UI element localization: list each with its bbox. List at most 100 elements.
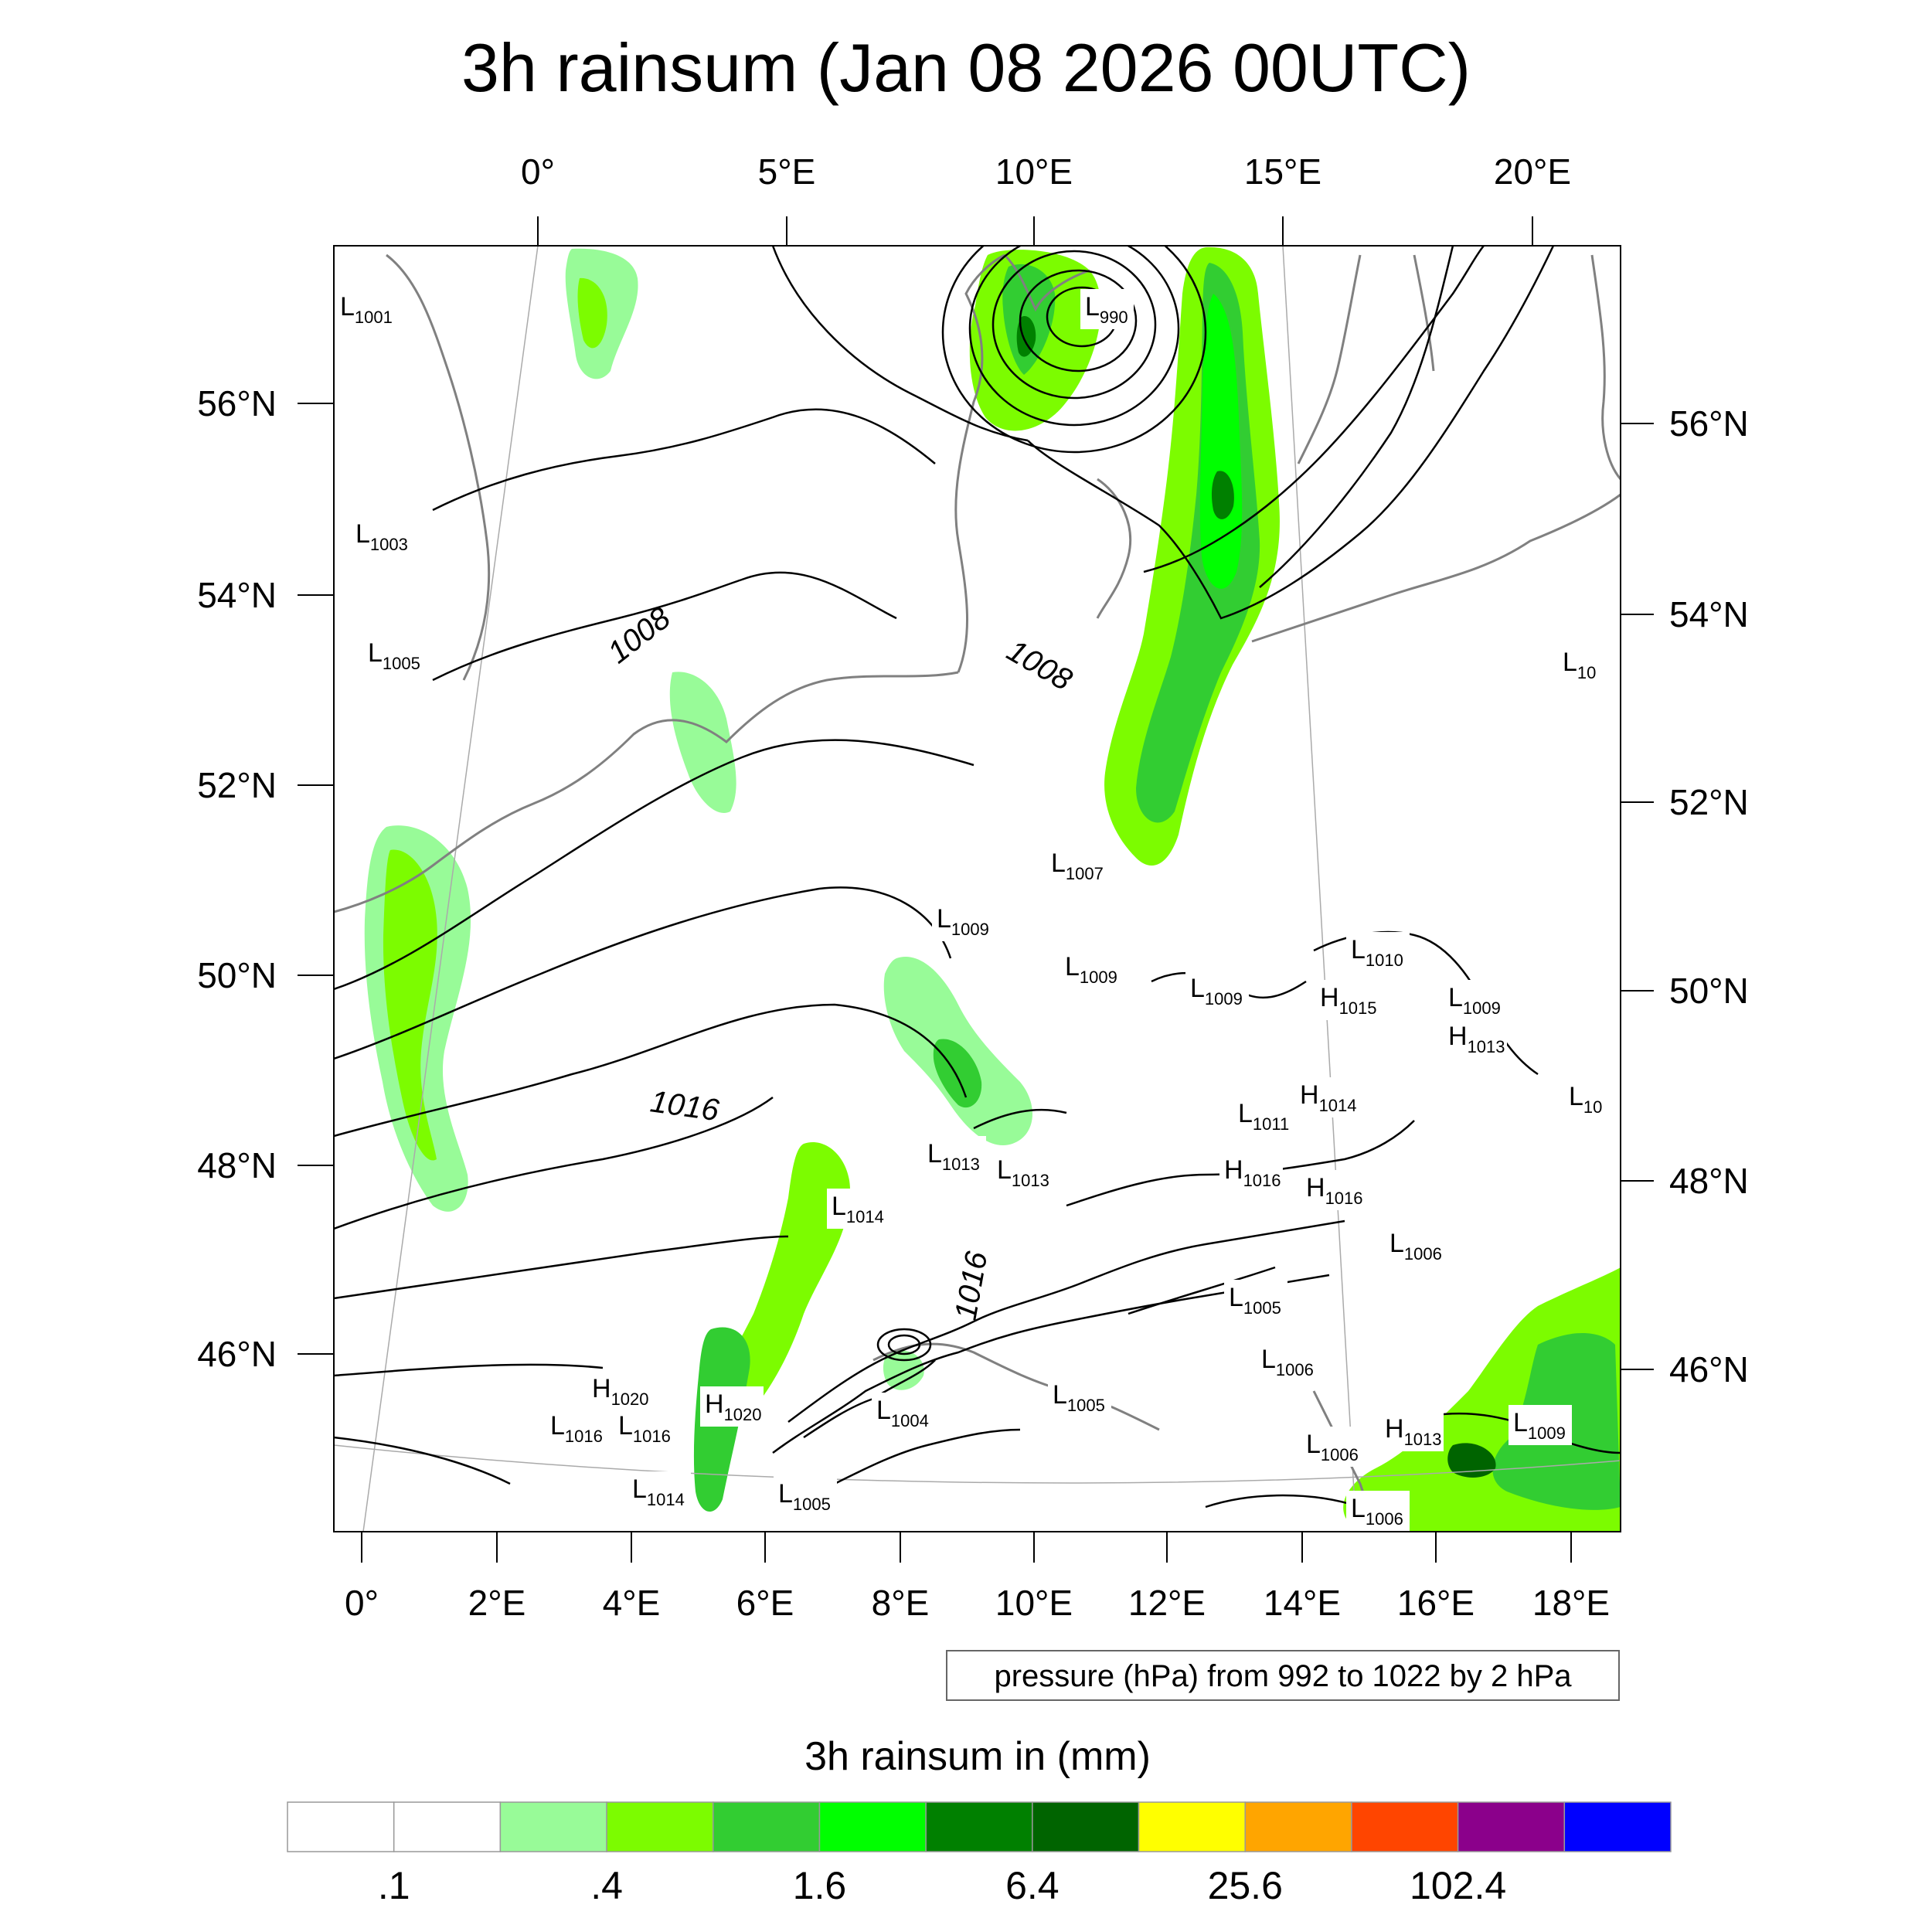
right-lat-label: 46°N xyxy=(1669,1349,1749,1389)
marker-background xyxy=(1257,1342,1320,1382)
pressure-center-label: L10 xyxy=(1569,1082,1602,1117)
rain-area-france-west-inner xyxy=(383,849,437,1161)
marker-background xyxy=(351,516,414,556)
low-pressure-marker: L1005 xyxy=(363,635,427,675)
colorbar-tick-label: .4 xyxy=(590,1864,623,1907)
pressure-center-label: L1009 xyxy=(1190,974,1243,1009)
pressure-center-label: H1015 xyxy=(1320,983,1377,1018)
low-pressure-marker: L1006 xyxy=(1385,1226,1448,1266)
colorbar-swatch xyxy=(393,1801,502,1852)
pressure-center-label: L1016 xyxy=(618,1411,671,1446)
pressure-center-markers: L1001 L990 L1003 L1005 L10 L1007 L1009 L1009 L10… xyxy=(335,289,1607,1531)
colorbar-swatch xyxy=(287,1801,395,1852)
colorbar-swatch xyxy=(606,1801,714,1852)
marker-background xyxy=(614,1408,677,1448)
pressure-center-label: H1014 xyxy=(1300,1080,1357,1115)
pressure-center-label: L10 xyxy=(1563,648,1596,682)
top-lon-label: 0° xyxy=(521,151,555,192)
low-pressure-marker: L1005 xyxy=(774,1476,837,1516)
map-frame xyxy=(333,245,1621,1532)
pressure-center-label: H1013 xyxy=(1385,1414,1442,1449)
low-pressure-marker: L1001 xyxy=(335,289,399,329)
pressure-center-label: L1004 xyxy=(876,1396,929,1430)
low-pressure-marker: L1006 xyxy=(1257,1342,1320,1382)
low-pressure-marker: L10 xyxy=(1564,1079,1607,1119)
colorbar-swatch xyxy=(713,1801,821,1852)
marker-background xyxy=(1564,1079,1607,1119)
low-pressure-marker: L1007 xyxy=(1046,845,1110,886)
pressure-center-label: L1005 xyxy=(778,1479,831,1514)
pressure-center-label: L1014 xyxy=(832,1192,884,1226)
top-lon-label: 20°E xyxy=(1494,151,1571,192)
colorbar-swatch xyxy=(1244,1801,1352,1852)
pressure-center-label: H1020 xyxy=(592,1374,649,1409)
marker-background xyxy=(335,289,399,329)
low-pressure-marker: L1009 xyxy=(1509,1405,1572,1445)
contour-info-box xyxy=(946,1650,1620,1701)
low-pressure-marker: L1009 xyxy=(1444,980,1507,1020)
pressure-center-label: L1006 xyxy=(1306,1430,1359,1464)
map-panel xyxy=(333,245,1621,1532)
low-pressure-marker: L1006 xyxy=(1301,1427,1365,1467)
colorbar-tick-label: 6.4 xyxy=(1005,1864,1060,1907)
rain-area-benelux xyxy=(669,672,736,813)
marker-background xyxy=(363,635,427,675)
pressure-center-label: H1013 xyxy=(1448,1022,1505,1056)
rain-band-baltic-max xyxy=(1211,471,1234,519)
marker-background xyxy=(1444,1019,1507,1059)
marker-background xyxy=(700,1386,764,1427)
low-pressure-rings xyxy=(941,246,1207,454)
high-pressure-marker: H1015 xyxy=(1315,980,1379,1020)
pressure-center-label: L1016 xyxy=(550,1411,603,1446)
marker-background xyxy=(1385,1226,1448,1266)
marker-background xyxy=(1509,1405,1572,1445)
colorbar-swatch xyxy=(1563,1801,1672,1852)
marker-background xyxy=(1380,1411,1444,1451)
colorbar-swatch xyxy=(1457,1801,1566,1852)
rain-area-denmark-max xyxy=(1016,316,1036,357)
left-lat-label: 46°N xyxy=(197,1334,277,1374)
left-lat-label: 50°N xyxy=(197,955,277,995)
bottom-lon-label: 4°E xyxy=(603,1583,661,1623)
right-latitude-ticks xyxy=(1621,423,1654,1370)
bottom-lon-label: 16°E xyxy=(1397,1583,1475,1623)
pressure-center-label: L1005 xyxy=(1229,1283,1281,1318)
rain-band-baltic-green xyxy=(1199,294,1243,589)
marker-background xyxy=(546,1408,609,1448)
pressure-center-label: H1016 xyxy=(1224,1155,1281,1190)
pressure-center-label: L1010 xyxy=(1351,935,1403,970)
bottom-lon-label: 0° xyxy=(345,1583,379,1623)
high-pressure-marker: H1014 xyxy=(1295,1077,1359,1117)
right-lat-label: 54°N xyxy=(1669,594,1749,634)
low-pressure-marker: L1009 xyxy=(1185,971,1249,1011)
left-lat-label: 54°N xyxy=(197,575,277,615)
marker-background xyxy=(992,1152,1056,1192)
marker-background xyxy=(1315,980,1379,1020)
colorbar-swatch xyxy=(499,1801,607,1852)
right-lat-label: 56°N xyxy=(1669,403,1749,444)
graticule xyxy=(334,246,1621,1532)
top-lon-label: 5°E xyxy=(758,151,816,192)
bottom-lon-label: 14°E xyxy=(1264,1583,1341,1623)
marker-background xyxy=(1224,1280,1287,1320)
low-pressure-marker: L1013 xyxy=(992,1152,1056,1192)
pressure-center-label: L990 xyxy=(1085,292,1128,327)
colorbar: 3h rainsum in (mm) .1 .4 1.6 6.4 25.6 102.4 xyxy=(287,1734,1672,1907)
low-pressure-marker: L1009 xyxy=(1060,949,1124,989)
bottom-longitude-labels: 0° 2°E 4°E 6°E 8°E 10°E 12°E 14°E 16°E 1… xyxy=(345,1583,1610,1623)
colorbar-swatch xyxy=(818,1801,927,1852)
map-background xyxy=(334,246,1621,1532)
pressure-center-label: L1013 xyxy=(997,1155,1049,1190)
left-lat-label: 52°N xyxy=(197,765,277,805)
low-pressure-marker: L1003 xyxy=(351,516,414,556)
contour-info-text: pressure (hPa) from 992 to 1022 by 2 hPa xyxy=(994,1659,1572,1693)
pressure-center-label: L1014 xyxy=(632,1475,685,1509)
low-pressure-marker: L1013 xyxy=(923,1136,986,1176)
pressure-center-label: L1009 xyxy=(937,904,989,939)
pressure-center-label: L1005 xyxy=(368,638,420,673)
bottom-longitude-ticks xyxy=(361,1532,1572,1563)
marker-background xyxy=(1558,645,1601,685)
marker-background xyxy=(872,1393,935,1433)
top-lon-label: 10°E xyxy=(995,151,1073,192)
pressure-center-label: L1006 xyxy=(1351,1494,1403,1529)
